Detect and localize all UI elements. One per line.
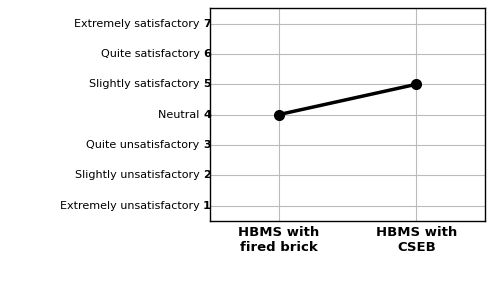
Text: 1: 1: [203, 201, 211, 211]
Text: 2: 2: [203, 170, 211, 180]
Text: 4: 4: [203, 110, 211, 120]
Text: Slightly satisfactory: Slightly satisfactory: [89, 79, 203, 89]
Text: Extremely satisfactory: Extremely satisfactory: [74, 19, 203, 29]
Text: Slightly unsatisfactory: Slightly unsatisfactory: [75, 170, 203, 180]
Text: Quite satisfactory: Quite satisfactory: [100, 49, 203, 59]
Text: Neutral: Neutral: [158, 110, 203, 120]
Text: 3: 3: [203, 140, 210, 150]
Text: Extremely unsatisfactory: Extremely unsatisfactory: [60, 201, 203, 211]
Text: 6: 6: [203, 49, 211, 59]
Text: 7: 7: [203, 19, 211, 29]
Text: 5: 5: [203, 79, 210, 89]
Text: Quite unsatisfactory: Quite unsatisfactory: [86, 140, 203, 150]
